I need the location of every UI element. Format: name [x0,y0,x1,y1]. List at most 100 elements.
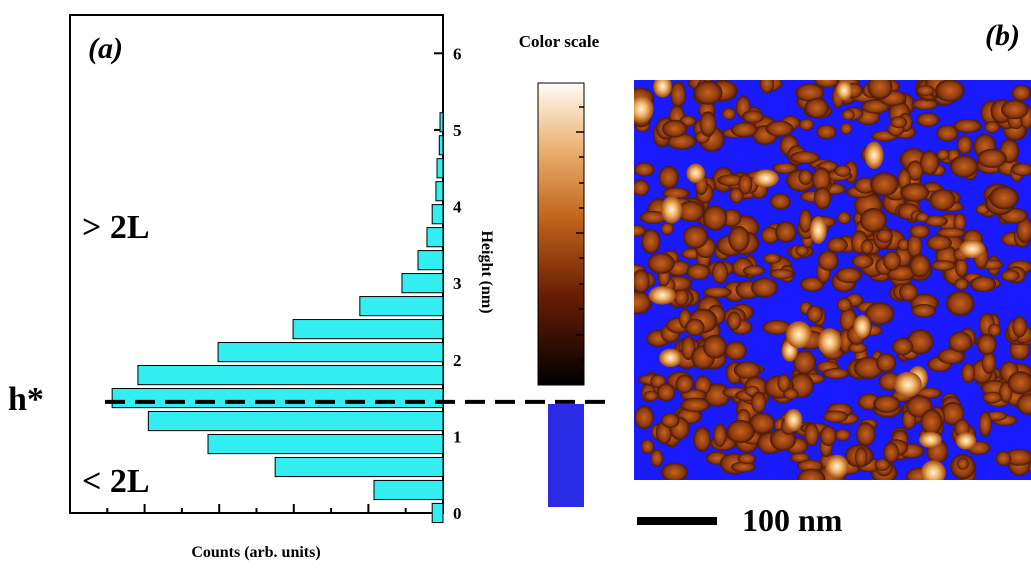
grain [920,409,943,435]
grain [765,120,794,137]
grain [817,250,839,271]
bright-grain [784,408,803,432]
grain [876,353,896,373]
grain [1000,99,1029,120]
y-tick-label: 3 [453,274,462,293]
bar [359,296,444,317]
grain [650,449,664,467]
bar [426,227,444,248]
grain [926,235,952,251]
grain [924,215,948,227]
bright-grain [752,169,779,188]
grain [915,212,930,223]
grain [897,238,910,251]
grain [769,268,794,280]
grain [639,210,667,224]
grain [661,413,680,429]
grain [936,149,950,161]
grain [848,342,867,354]
grain [954,278,969,291]
grain [727,311,742,331]
bright-grain [955,432,977,450]
grain [804,422,819,447]
grain [795,83,825,102]
grain [836,297,853,312]
bar [292,319,444,340]
bright-grain [817,328,842,356]
grain [977,334,997,356]
bar [439,112,444,133]
bright-grain [653,80,672,98]
grain [988,323,1001,337]
bar [217,342,444,363]
bright-grain [686,163,705,183]
bar [207,433,444,455]
color-scale [537,82,585,507]
grain [978,411,992,437]
grain [722,107,736,120]
bright-grain [864,141,884,169]
y-tick-label: 6 [453,44,462,63]
grain [961,362,975,384]
bright-grain [634,95,654,124]
grain [795,245,809,257]
grain [760,226,780,244]
grain [835,267,862,284]
grain [1004,448,1031,466]
grain [703,334,727,359]
grain [834,165,852,177]
grain [1007,371,1031,395]
grain [956,135,973,155]
grain [775,221,797,243]
y-tick-label: 2 [453,351,462,370]
bright-grain [786,321,812,349]
grain [777,373,791,393]
y-tick-label: 1 [453,427,462,446]
grain [876,229,893,243]
grain [1011,163,1031,176]
color-bar [537,82,585,386]
grain [658,165,679,189]
grain [634,269,650,294]
grain [873,395,901,413]
grain [984,121,1000,133]
color-ticks [576,106,584,361]
grain [909,224,930,239]
grain [742,265,765,276]
panel-label: (a) [88,32,123,65]
grain [899,283,918,302]
grain [680,397,711,413]
grain [737,453,756,464]
grain [906,329,934,355]
bar [417,250,444,271]
bar [373,479,444,501]
grain [670,81,686,108]
bar [438,135,444,156]
grain [1016,217,1031,244]
grain [729,187,744,204]
grain [834,428,851,441]
grain [820,425,837,446]
grain [711,261,729,284]
grain [647,252,675,274]
bar [436,158,444,179]
grain [1012,315,1028,338]
grain [812,167,831,192]
grain [911,98,939,110]
grain [1001,269,1020,282]
grain [797,468,826,480]
y-axis-label: Height (nm) [478,230,495,313]
grain [823,410,849,423]
scale-bar-label: 100 nm [742,502,843,538]
grain [892,337,914,356]
grain [976,148,1007,168]
grain [816,124,837,140]
grain [673,288,689,307]
grain [969,276,997,293]
grain [814,80,840,88]
grain [685,318,705,337]
grain [702,205,728,231]
bar [274,456,444,478]
grain [916,112,940,127]
grain [682,225,709,249]
